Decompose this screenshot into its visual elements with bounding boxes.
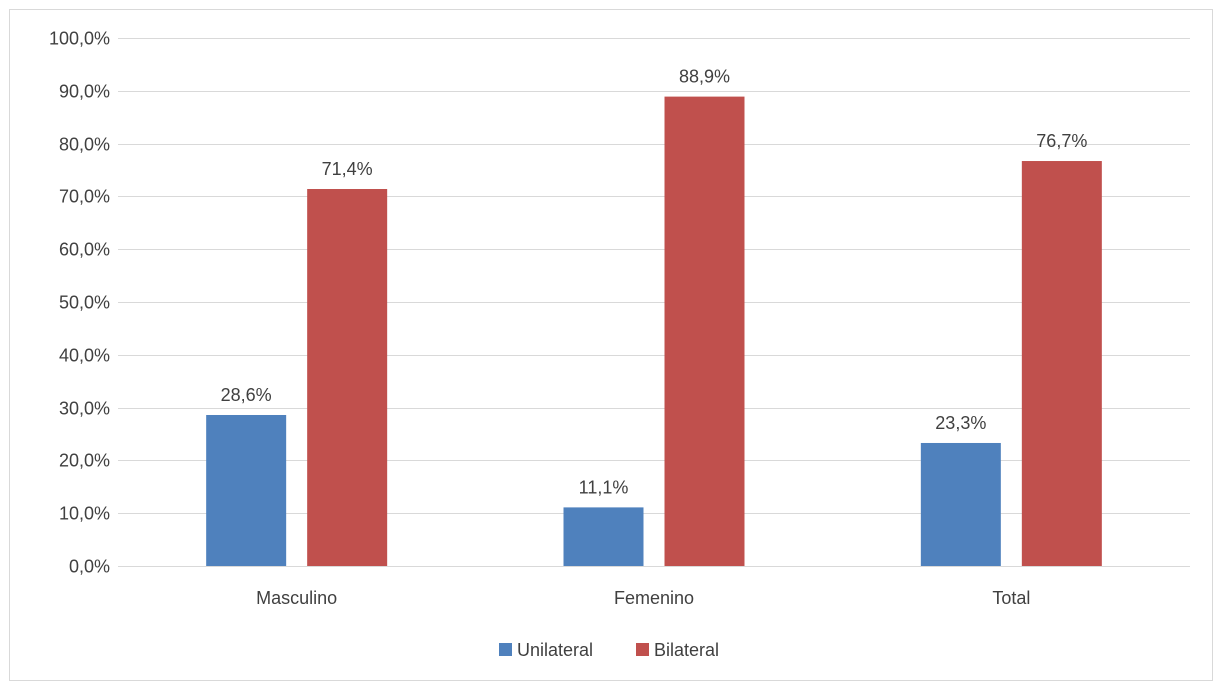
data-label: 28,6% [221,385,272,405]
y-tick-label: 20,0% [59,451,110,471]
data-labels: 28,6% 71,4% 11,1% 88,9% 23,3% 76,7% [221,67,1088,498]
y-tick-label: 30,0% [59,399,110,419]
legend-swatch [499,643,512,656]
x-axis-categories: Masculino Femenino Total [256,588,1030,608]
y-tick-label: 40,0% [59,346,110,366]
category-label: Masculino [256,588,337,608]
y-tick-label: 10,0% [59,504,110,524]
bar-unilateral-femenino [563,507,644,566]
legend-item-unilateral: Unilateral [499,640,593,660]
y-tick-label: 80,0% [59,135,110,155]
legend-swatch [636,643,649,656]
category-label: Total [992,588,1030,608]
bar-bilateral-masculino [307,189,388,566]
bar-unilateral-total [920,442,1001,566]
bars [206,96,1102,567]
legend: Unilateral Bilateral [499,640,719,660]
category-label: Femenino [614,588,694,608]
chart-frame [9,9,1213,681]
bar-bilateral-femenino [664,96,745,566]
legend-label: Unilateral [517,640,593,660]
y-tick-label: 0,0% [69,557,110,577]
y-tick-label: 100,0% [49,29,110,49]
data-label: 76,7% [1036,131,1087,151]
data-label: 23,3% [935,413,986,433]
y-tick-label: 90,0% [59,82,110,102]
data-label: 11,1% [579,477,629,497]
data-label: 88,9% [679,67,730,87]
y-tick-label: 60,0% [59,240,110,260]
gridlines [118,38,1190,567]
bar-unilateral-masculino [206,414,287,566]
bar-bilateral-total [1021,161,1102,567]
legend-item-bilateral: Bilateral [636,640,719,660]
y-tick-label: 70,0% [59,187,110,207]
legend-label: Bilateral [654,640,719,660]
y-axis-ticks: 0,0% 10,0% 20,0% 30,0% 40,0% 50,0% 60,0% 70,0% 8… [49,29,110,577]
data-label: 71,4% [322,159,373,179]
y-tick-label: 50,0% [59,293,110,313]
